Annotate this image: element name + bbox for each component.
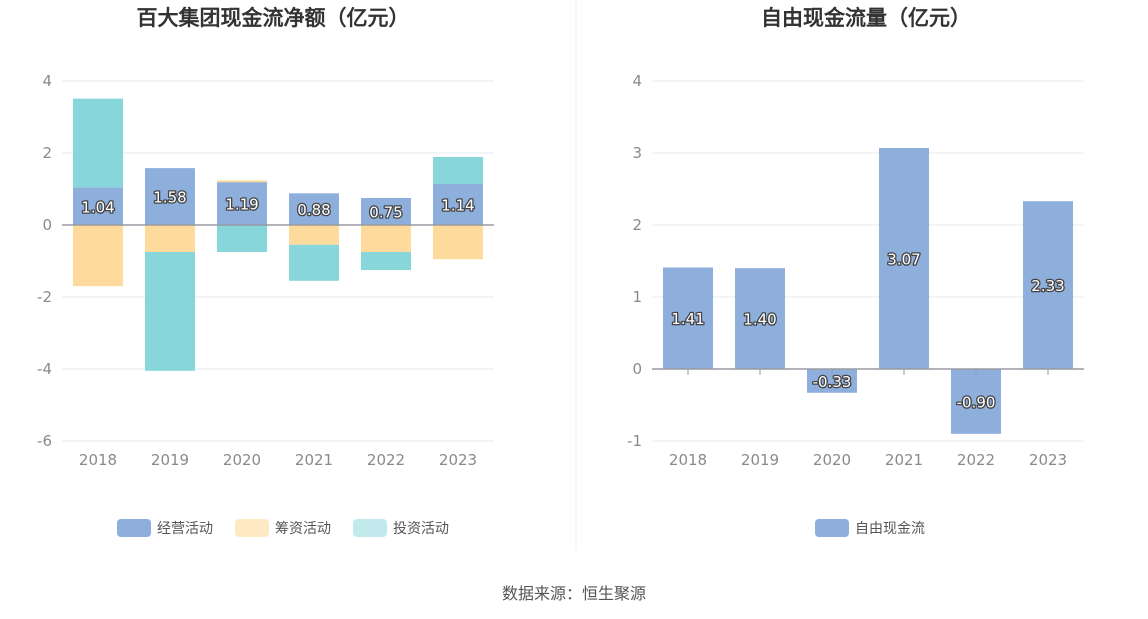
chart1-bar-筹资活动-2020	[217, 180, 267, 183]
charts-canvas: 百大集团现金流净额（亿元） 4 2 0 -2 -4 -6 1.04 1.58 1.19 0.88 0.…	[37, 0, 1084, 550]
chart1-bar-投资活动-2021	[289, 244, 339, 281]
chart1-x-tick-label: 2022	[367, 451, 405, 469]
chart1-bar-筹资活动-2023	[433, 225, 483, 260]
chart1-bar-筹资活动-2018	[73, 225, 123, 287]
chart1-x-tick-label: 2018	[79, 451, 117, 469]
chart2-y-tick-label: 2	[632, 216, 642, 234]
chart1-data-label: 1.58	[153, 189, 186, 207]
chart1-bar-经营活动-2018	[73, 187, 123, 225]
chart2-bar-2022	[951, 369, 1001, 434]
chart2-x-tick-label: 2018	[669, 451, 707, 469]
chart1-x-tick-label: 2023	[439, 451, 477, 469]
chart2-x-tick-label: 2022	[957, 451, 995, 469]
chart1-data-label: 0.88	[297, 201, 330, 219]
chart1-legend-label: 筹资活动	[275, 520, 331, 537]
chart1-y-tick-label: 4	[42, 72, 52, 90]
chart1-bar-经营活动-2022	[361, 198, 411, 225]
chart1-data-label: 1.14	[441, 196, 474, 214]
chart1-bar-投资活动-2020	[217, 225, 267, 252]
data-source-note: 数据来源：恒生聚源	[501, 584, 646, 603]
chart2-bar-2020	[807, 369, 857, 393]
chart2-data-label: 1.40	[743, 311, 776, 329]
chart2-y-tick-label: 1	[632, 288, 642, 306]
chart1-legend-label: 经营活动	[157, 521, 213, 537]
chart2-y-tick-label: -1	[627, 432, 642, 450]
chart2-bar-2021	[879, 147, 929, 369]
chart1-x-tick-label: 2019	[151, 451, 189, 469]
chart1-bar-经营活动-2021	[289, 193, 339, 225]
chart1-y-tick-label: 2	[42, 144, 52, 162]
chart2-data-label: -0.33	[813, 373, 852, 391]
chart1-bar-经营活动-2019	[145, 168, 195, 225]
chart2-x-tick-label: 2019	[741, 451, 779, 469]
chart1-legend-swatch-投资活动	[353, 519, 387, 537]
chart2-legend-swatch-自由现金流	[815, 519, 849, 537]
chart1-data-label: 0.75	[369, 204, 402, 222]
chart1-bar-投资活动-2023	[433, 156, 483, 184]
chart1-data-label: 1.04	[81, 198, 114, 216]
chart1-y-tick-label: 0	[42, 216, 52, 234]
chart1-bar-经营活动-2023	[433, 183, 483, 225]
chart2-data-label: 3.07	[887, 250, 920, 268]
chart2-y-tick-label: 0	[632, 360, 642, 378]
chart2-data-label: 1.41	[671, 310, 704, 328]
chart2-x-tick-label: 2021	[885, 451, 923, 469]
chart1-y-tick-label: -2	[37, 288, 52, 306]
chart1-y-tick-label: -6	[37, 432, 52, 450]
chart1-bar-筹资活动-2021	[289, 225, 339, 245]
chart1-bar-筹资活动-2019	[145, 225, 195, 252]
chart2-legend-label: 自由现金流	[855, 521, 925, 537]
chart1-x-tick-label: 2020	[223, 451, 261, 469]
chart2-data-label: 2.33	[1031, 277, 1064, 295]
chart2-bar-2019	[735, 268, 785, 369]
chart1-title: 百大集团现金流净额（亿元）	[137, 6, 410, 30]
chart1-legend-swatch-经营活动	[117, 519, 151, 537]
chart1-x-tick-label: 2021	[295, 451, 333, 469]
chart2-y-tick-label: 4	[632, 72, 642, 90]
chart1-bar-投资活动-2019	[145, 252, 195, 371]
chart1-bar-投资活动-2022	[361, 252, 411, 270]
chart1-y-tick-label: -4	[37, 360, 52, 378]
chart1-bar-经营活动-2020	[217, 182, 267, 225]
chart1-data-label: 1.19	[225, 196, 258, 214]
chart1-bar-投资活动-2018	[73, 98, 123, 188]
chart1-bar-筹资活动-2022	[361, 225, 411, 252]
chart2-title: 自由现金流量（亿元）	[761, 6, 971, 30]
chart1-legend-label: 投资活动	[393, 521, 449, 537]
chart2-data-label: -0.90	[957, 393, 996, 411]
chart2-y-tick-label: 3	[632, 144, 642, 162]
chart1-legend-swatch-筹资活动	[235, 519, 269, 537]
chart2-bar-2023	[1023, 201, 1073, 369]
chart2-x-tick-label: 2023	[1029, 451, 1067, 469]
chart2-bar-2018	[663, 267, 713, 369]
chart2-x-tick-label: 2020	[813, 451, 851, 469]
